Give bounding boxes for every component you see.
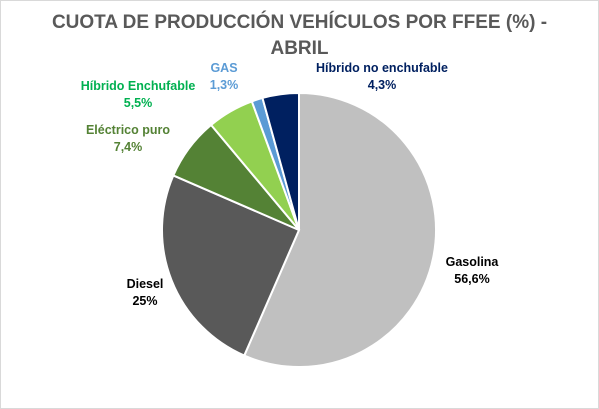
chart-title-line-1: CUOTA DE PRODUCCIÓN VEHÍCULOS POR FFEE (…	[51, 12, 548, 33]
chart-title: CUOTA DE PRODUCCIÓN VEHÍCULOS POR FFEE (…	[0, 10, 599, 62]
slice-label-gasolina: Gasolina	[446, 255, 500, 269]
slice-value-híbrido-no-enchufable: 4,3%	[368, 78, 397, 92]
slice-value-eléctrico-puro: 7,4%	[114, 140, 143, 154]
pie-slice-gasolina	[242, 91, 438, 368]
slice-label-diesel: Diesel	[127, 277, 164, 291]
slice-value-gasolina: 56,6%	[454, 272, 489, 286]
slice-value-híbrido-enchufable: 5,5%	[124, 96, 153, 110]
pie-slice-diesel	[160, 174, 301, 357]
slice-label-híbrido-no-enchufable: Híbrido no enchufable	[316, 61, 448, 75]
slice-label-híbrido-enchufable: Híbrido Enchufable	[81, 79, 196, 93]
slice-label-gas: GAS	[210, 61, 237, 75]
slice-label-eléctrico-puro: Eléctrico puro	[86, 123, 170, 137]
chart-title-line-2: ABRIL	[270, 38, 329, 59]
pie-slice-híbrido-no-enchufable	[261, 91, 300, 231]
slice-value-diesel: 25%	[132, 294, 157, 308]
slice-value-gas: 1,3%	[210, 78, 239, 92]
